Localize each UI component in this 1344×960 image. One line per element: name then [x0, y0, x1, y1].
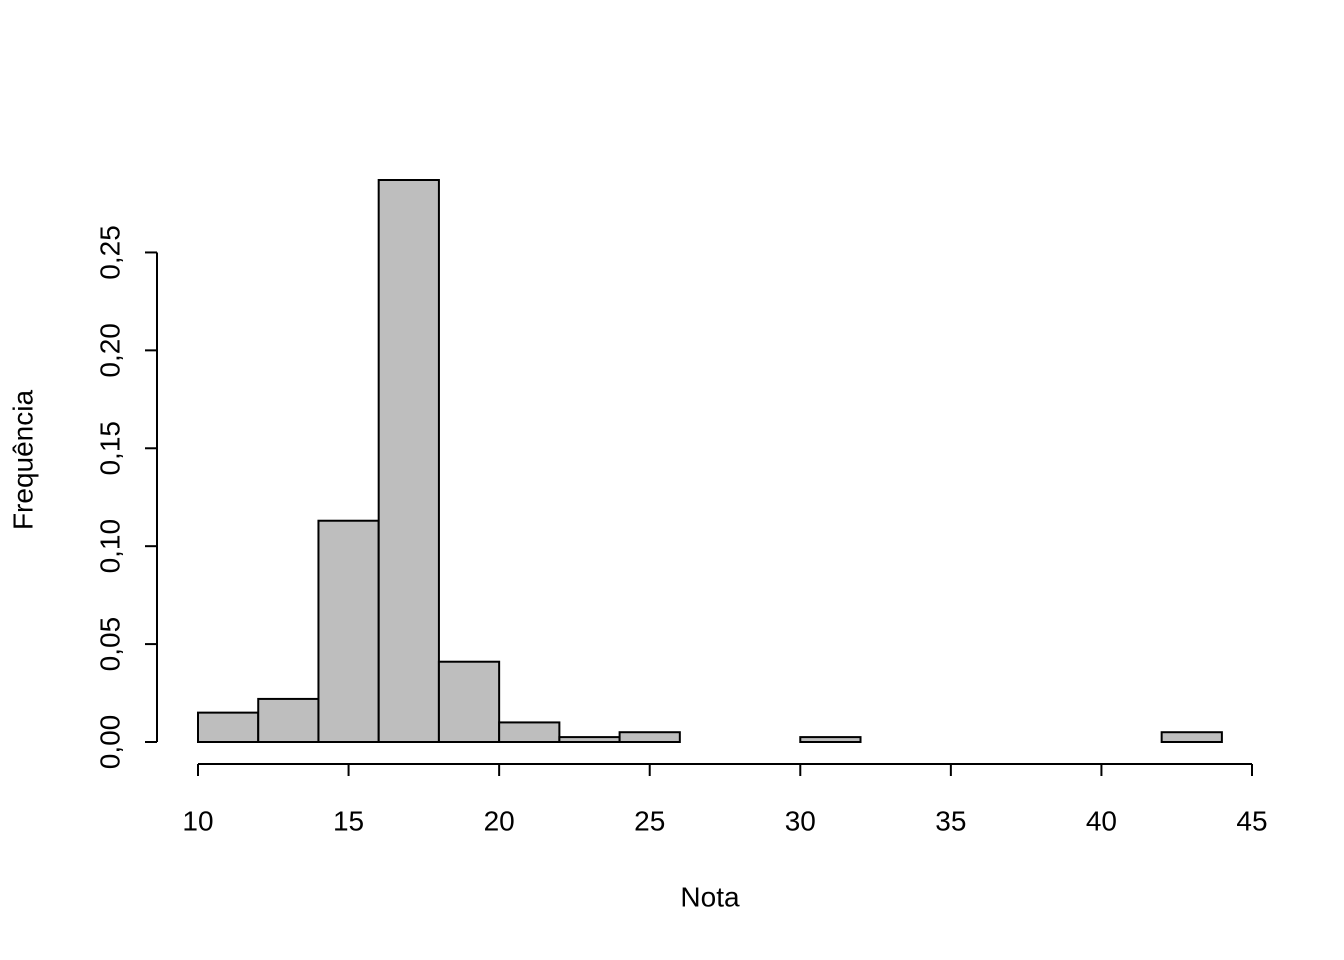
x-tick-label: 25	[634, 805, 665, 836]
bar	[257, 697, 320, 743]
y-tick-label: 0,20	[94, 323, 125, 378]
bar	[437, 660, 501, 744]
x-tick-label: 35	[935, 805, 966, 836]
bar	[498, 721, 561, 743]
bar	[1160, 731, 1223, 743]
x-tick-label: 10	[182, 805, 213, 836]
bar	[197, 711, 260, 744]
y-tick-label: 0,25	[94, 225, 125, 279]
y-tick-label: 0,15	[94, 421, 125, 476]
y-tick-label: 0,05	[94, 617, 125, 672]
bar	[377, 179, 440, 743]
x-axis-label: Nota	[680, 881, 740, 912]
y-tick-label: 0,00	[94, 715, 125, 770]
x-tick-label: 30	[785, 805, 816, 836]
x-tick-label: 45	[1236, 805, 1267, 836]
bar	[558, 736, 621, 744]
x-tick-label: 15	[333, 805, 364, 836]
y-tick-label: 0,10	[94, 519, 125, 574]
x-tick-label: 20	[484, 805, 515, 836]
y-axis-label: Frequência	[7, 390, 38, 531]
bar	[618, 731, 681, 743]
x-tick-label: 40	[1086, 805, 1117, 836]
bar	[799, 736, 862, 744]
bar	[317, 519, 380, 743]
